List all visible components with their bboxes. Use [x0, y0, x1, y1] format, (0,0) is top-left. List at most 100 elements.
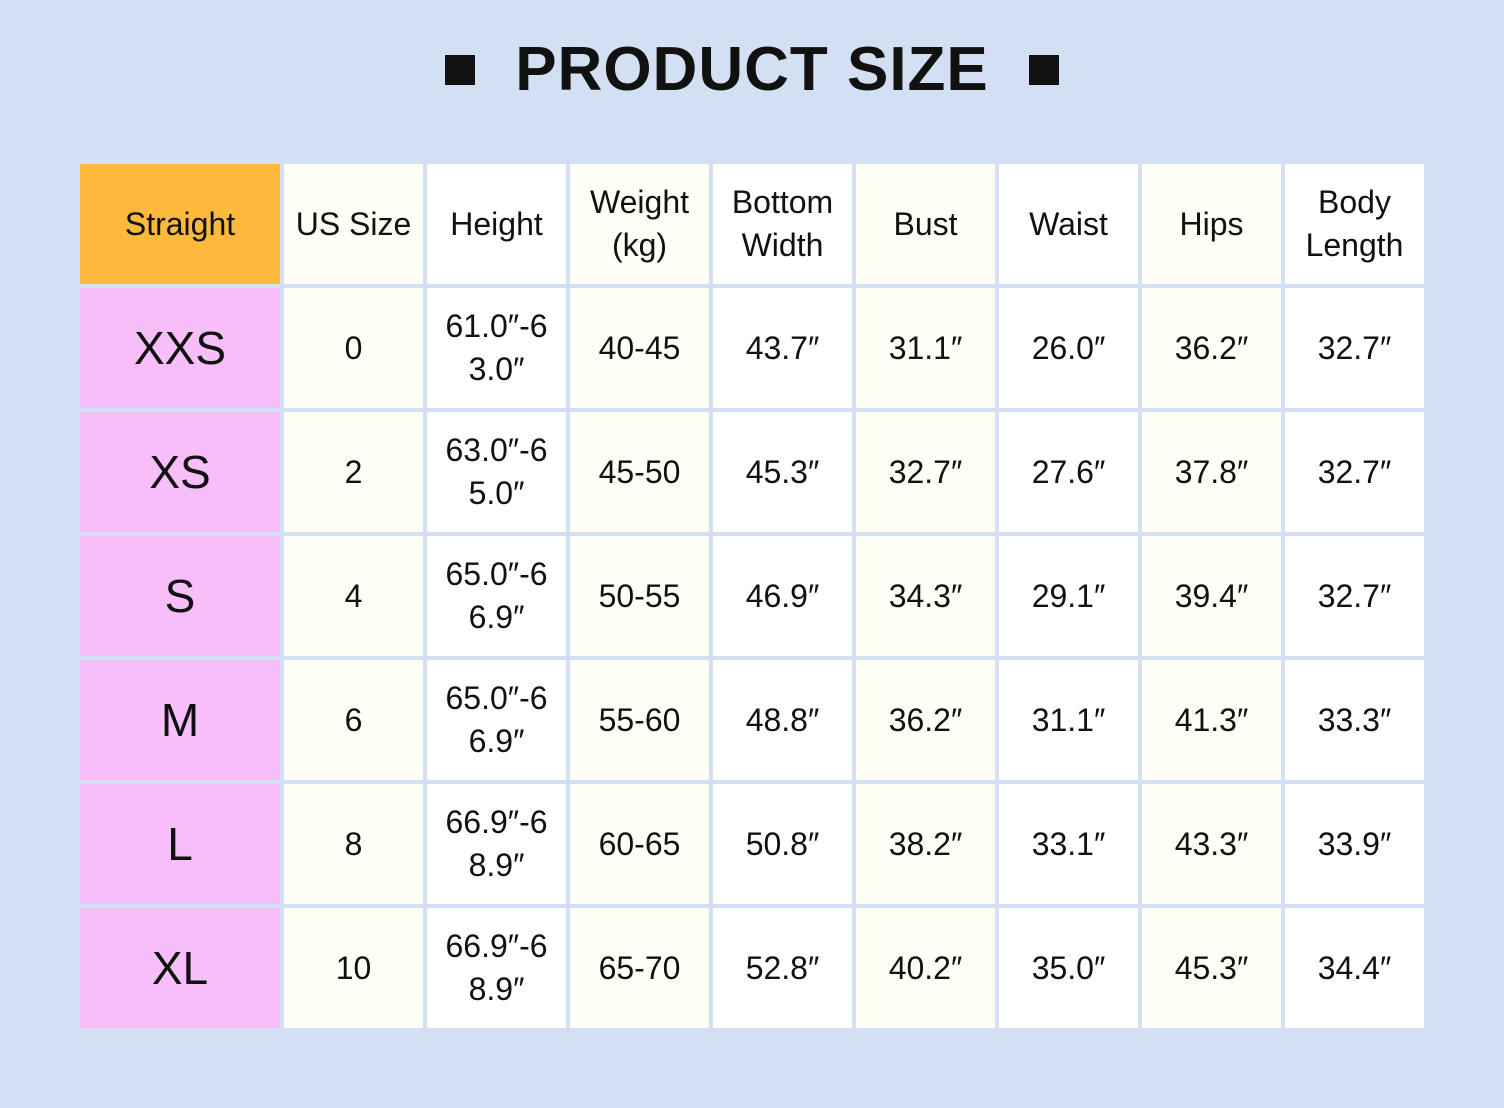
cell-value: 48.8″ [745, 701, 820, 738]
size-table: Straight US Size Height Weight (kg) Bottom W… [80, 164, 1424, 1028]
cell-value: 32.7″ [888, 453, 963, 490]
cell-value: 32.7″ [1317, 577, 1392, 614]
cell-value: 29.1″ [1031, 577, 1106, 614]
cell-value: 34.4″ [1317, 949, 1392, 986]
table-cell: 41.3″ [1142, 660, 1281, 780]
table-cell: 33.9″ [1285, 784, 1424, 904]
table-cell: 46.9″ [713, 536, 852, 656]
table-cell: 40-45 [570, 288, 709, 408]
table-cell: 48.8″ [713, 660, 852, 780]
table-cell: 63.0″-65.0″ [427, 412, 566, 532]
table-cell: 34.3″ [856, 536, 995, 656]
header-cell: US Size [284, 164, 423, 284]
header-label: Bottom Width [731, 184, 834, 263]
cell-value: 60-65 [598, 825, 681, 862]
cell-value: 40.2″ [888, 949, 963, 986]
cell-value: 33.3″ [1317, 701, 1392, 738]
cell-value: 61.0″-63.0″ [445, 308, 548, 387]
cell-value: 26.0″ [1031, 329, 1106, 366]
table-cell: 10 [284, 908, 423, 1028]
square-bullet-icon [1028, 54, 1059, 85]
cell-value: M [160, 693, 200, 746]
header-label: Weight (kg) [589, 184, 689, 263]
cell-value: 50-55 [598, 577, 681, 614]
table-cell: 8 [284, 784, 423, 904]
table-cell: 35.0″ [999, 908, 1138, 1028]
cell-value: 46.9″ [745, 577, 820, 614]
cell-value: 0 [344, 329, 363, 366]
cell-value: 65.0″-66.9″ [445, 556, 548, 635]
cell-value: 43.7″ [745, 329, 820, 366]
table-cell: 31.1″ [856, 288, 995, 408]
cell-value: 41.3″ [1174, 701, 1249, 738]
cell-value: 31.1″ [888, 329, 963, 366]
table-cell: 66.9″-68.9″ [427, 784, 566, 904]
table-cell: 38.2″ [856, 784, 995, 904]
header-cell: Weight (kg) [570, 164, 709, 284]
table-cell: 4 [284, 536, 423, 656]
cell-value: 33.9″ [1317, 825, 1392, 862]
cell-value: 40-45 [598, 329, 681, 366]
table-cell: 43.3″ [1142, 784, 1281, 904]
header-cell: Bottom Width [713, 164, 852, 284]
header-label: Height [450, 205, 543, 242]
cell-value: 45.3″ [745, 453, 820, 490]
cell-value: S [164, 569, 196, 622]
cell-value: 4 [344, 577, 363, 614]
table-cell: 2 [284, 412, 423, 532]
cell-value: 39.4″ [1174, 577, 1249, 614]
size-label-cell: S [80, 536, 280, 656]
cell-value: 63.0″-65.0″ [445, 432, 548, 511]
table-cell: 65-70 [570, 908, 709, 1028]
header-cell: Height [427, 164, 566, 284]
header-label: US Size [295, 205, 412, 242]
cell-value: 65-70 [598, 949, 681, 986]
cell-value: 2 [344, 453, 363, 490]
size-label-cell: M [80, 660, 280, 780]
header-cell: Straight [80, 164, 280, 284]
table-cell: 40.2″ [856, 908, 995, 1028]
table-cell: 45.3″ [1142, 908, 1281, 1028]
cell-value: 8 [344, 825, 363, 862]
cell-value: 43.3″ [1174, 825, 1249, 862]
header-cell: Waist [999, 164, 1138, 284]
cell-value: 52.8″ [745, 949, 820, 986]
cell-value: 33.1″ [1031, 825, 1106, 862]
table-cell: 45.3″ [713, 412, 852, 532]
table-cell: 33.3″ [1285, 660, 1424, 780]
table-cell: 26.0″ [999, 288, 1138, 408]
cell-value: XL [151, 941, 209, 994]
cell-value: 32.7″ [1317, 329, 1392, 366]
table-cell: 29.1″ [999, 536, 1138, 656]
table-cell: 32.7″ [856, 412, 995, 532]
table-cell: 52.8″ [713, 908, 852, 1028]
table-cell: 32.7″ [1285, 288, 1424, 408]
cell-value: 34.3″ [888, 577, 963, 614]
cell-value: 45-50 [598, 453, 681, 490]
cell-value: 50.8″ [745, 825, 820, 862]
table-cell: 32.7″ [1285, 412, 1424, 532]
header-label: Waist [1029, 205, 1108, 242]
table-cell: 45-50 [570, 412, 709, 532]
table-cell: 43.7″ [713, 288, 852, 408]
square-bullet-icon [445, 54, 476, 85]
cell-value: 6 [344, 701, 363, 738]
cell-value: XXS [133, 321, 227, 374]
table-cell: 55-60 [570, 660, 709, 780]
cell-value: 55-60 [598, 701, 681, 738]
size-label-cell: L [80, 784, 280, 904]
cell-value: 10 [335, 949, 372, 986]
cell-value: 66.9″-68.9″ [445, 928, 548, 1007]
table-cell: 36.2″ [1142, 288, 1281, 408]
cell-value: 36.2″ [1174, 329, 1249, 366]
table-cell: 61.0″-63.0″ [427, 288, 566, 408]
table-cell: 65.0″-66.9″ [427, 536, 566, 656]
cell-value: 66.9″-68.9″ [445, 804, 548, 883]
header-label: Straight [124, 205, 236, 242]
table-cell: 39.4″ [1142, 536, 1281, 656]
header-label: Bust [893, 205, 958, 242]
header-cell: Bust [856, 164, 995, 284]
cell-value: 38.2″ [888, 825, 963, 862]
header-cell: Hips [1142, 164, 1281, 284]
cell-value: L [167, 817, 193, 870]
